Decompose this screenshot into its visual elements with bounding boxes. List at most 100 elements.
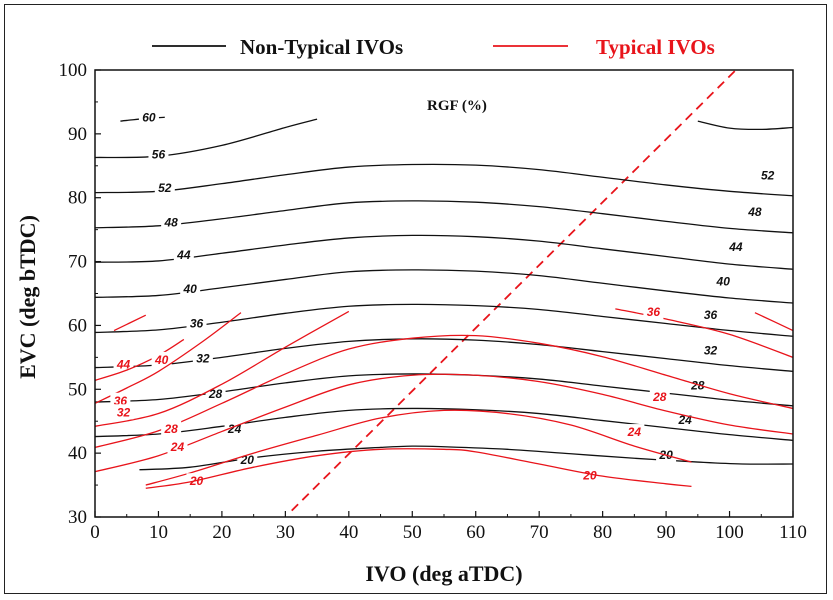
contour-non-typical-44-4 (95, 234, 793, 270)
y-tick-label: 70 (68, 252, 87, 273)
contour-non-typical-32-7 (95, 338, 793, 373)
x-tick-label: 30 (276, 522, 295, 543)
contour-typical-40-13 (95, 338, 185, 381)
contour-label-48-left: 48 (163, 216, 178, 230)
y-tick-label: 100 (59, 60, 88, 81)
contour-label-48-right: 48 (747, 205, 762, 219)
chart-frame (4, 4, 827, 594)
contour-label-44-left: 44 (116, 357, 131, 371)
contour-typical-36-20 (615, 308, 793, 358)
contour-typical-44-12 (113, 314, 147, 332)
contour-label-36-left: 36 (647, 305, 661, 319)
contour-label-bg (154, 180, 175, 196)
x-tick-label: 90 (657, 522, 676, 543)
y-axis-title: EVC (deg bTDC) (15, 215, 40, 379)
y-tick-label: 50 (68, 379, 87, 400)
contour-label-bg (757, 167, 778, 183)
diagonal-dashed-line (291, 70, 737, 512)
contour-label-24-left: 24 (170, 440, 185, 454)
contour-label-bg (113, 404, 134, 420)
contour-non-typical-48-3 (95, 200, 793, 234)
contour-non-typical-56-1 (95, 118, 318, 159)
x-tick-label: 20 (212, 522, 231, 543)
axes: 0 10 20 30 40 50 60 70 80 90 100 110 30 40 50 60 70 80 90 1… (59, 60, 807, 543)
contour-label-44-right: 44 (728, 240, 743, 254)
x-tick-label: 100 (715, 522, 744, 543)
contour-label-36-left: 36 (190, 317, 204, 331)
contour-label-bg (151, 351, 172, 367)
contour-label-28-left: 28 (208, 387, 223, 401)
contour-typical-24-17 (95, 373, 793, 473)
contour-label-bg (167, 438, 188, 454)
contour-non-typical-52-2 (95, 163, 793, 197)
contour-label-32-left: 32 (117, 405, 131, 419)
contour-label-bg (649, 388, 670, 404)
contour-label-bg (192, 350, 213, 366)
contour-label-28-right: 28 (690, 378, 705, 392)
contour-label-bg (161, 214, 182, 230)
contour-label-bg (148, 146, 169, 162)
contour-non-typical-unlabeled-11 (697, 120, 793, 131)
contour-label-bg (173, 247, 194, 263)
x-tick-label: 40 (339, 522, 358, 543)
contour-label-52-right: 52 (761, 168, 775, 182)
contour-typical-unlabeled-19 (145, 448, 692, 489)
contour-label-bg (643, 304, 664, 320)
chart-annotation: RGF (%) (427, 98, 487, 114)
contour-label-bg (744, 203, 765, 219)
contour-label-bg (161, 420, 182, 436)
contour-non-typical-36-6 (95, 303, 793, 337)
contour-typical-32-15 (95, 310, 350, 427)
contour-label-36-right: 36 (704, 308, 718, 322)
y-tick-label: 60 (68, 315, 87, 336)
contour-label-56-left: 56 (152, 147, 166, 161)
y-tick-label: 40 (68, 443, 87, 464)
contour-typical-unlabeled-21 (754, 312, 793, 332)
x-tick-label: 60 (466, 522, 485, 543)
y-tick-label: 30 (68, 507, 87, 528)
contour-label-bg (700, 307, 721, 323)
contour-label-bg (725, 238, 746, 254)
legend-label-typical: Typical IVOs (596, 35, 715, 59)
contour-label-bg (675, 411, 696, 427)
contour-typical-28-16 (95, 334, 793, 449)
contour-non-typical-24-9 (95, 407, 793, 442)
contour-label-bg (186, 315, 207, 331)
contour-label-bg (624, 424, 645, 440)
contour-label-bg (180, 281, 201, 297)
contour-label-bg (113, 356, 134, 372)
legend: Non-Typical IVOs Typical IVOs (152, 35, 715, 59)
x-axis-title: IVO (deg aTDC) (365, 561, 522, 586)
contour-label-32-right: 32 (704, 343, 718, 357)
contour-label-bg (713, 273, 734, 289)
contour-label-28-left: 28 (163, 422, 178, 436)
x-tick-label: 10 (149, 522, 168, 543)
contour-label-bg (700, 342, 721, 358)
x-tick-label: 50 (403, 522, 422, 543)
y-tick-label: 90 (68, 124, 87, 145)
contour-non-typical-40-5 (95, 269, 793, 304)
contour-label-40-left: 40 (183, 282, 198, 296)
contour-label-24-right: 24 (627, 425, 642, 439)
contour-label-bg (579, 467, 600, 483)
x-tick-label: 80 (593, 522, 612, 543)
contour-label-bg (138, 109, 159, 125)
contour-label-bg (110, 392, 131, 408)
contour-label-20-right: 20 (582, 468, 597, 482)
contour-label-32-left: 32 (196, 352, 210, 366)
contour-typical-20-18 (145, 409, 692, 486)
contour-label-bg (237, 452, 258, 468)
y-tick-label: 80 (68, 188, 87, 209)
legend-label-non-typical: Non-Typical IVOs (240, 35, 403, 59)
x-tick-label: 110 (779, 522, 807, 543)
contour-label-28-right: 28 (652, 390, 667, 404)
contour-label-60-left: 60 (142, 110, 156, 124)
x-tick-label: 0 (90, 522, 100, 543)
contour-label-44-left: 44 (176, 248, 191, 262)
contour-label-52-left: 52 (158, 181, 172, 195)
contour-label-40-right: 40 (716, 274, 731, 288)
x-tick-label: 70 (530, 522, 549, 543)
contour-label-40-left: 40 (154, 353, 169, 367)
